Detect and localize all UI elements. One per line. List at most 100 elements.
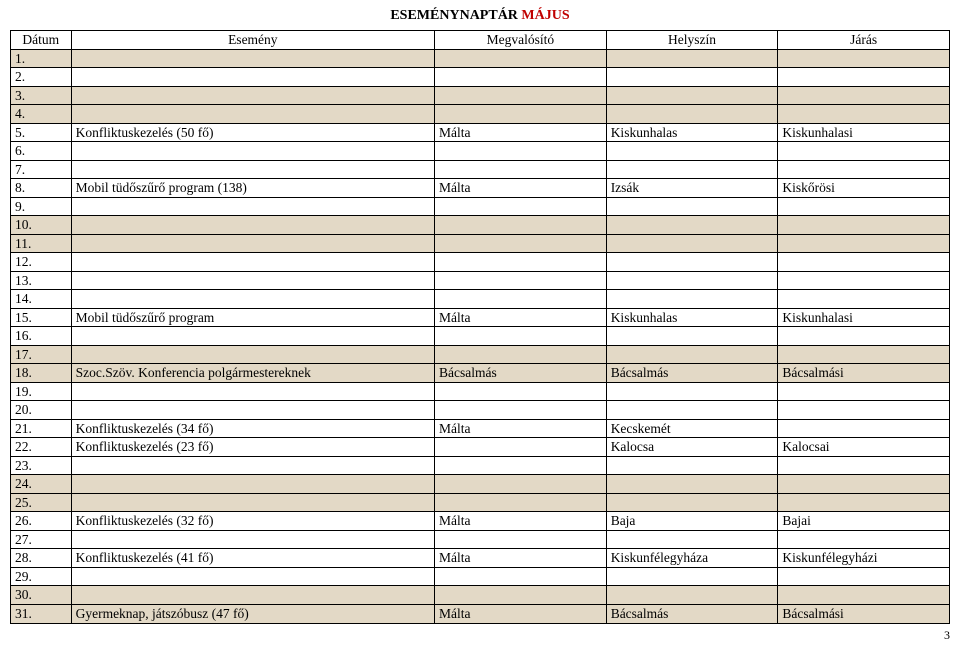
cell-date: 24.	[11, 475, 72, 494]
cell-dist	[778, 253, 950, 272]
cell-dist	[778, 456, 950, 475]
cell-dist	[778, 382, 950, 401]
table-row: 17.	[11, 345, 950, 364]
cell-date: 27.	[11, 530, 72, 549]
cell-dist: Bajai	[778, 512, 950, 531]
cell-impl: Málta	[435, 549, 607, 568]
page-number: 3	[10, 624, 950, 643]
cell-dist	[778, 475, 950, 494]
cell-impl	[435, 438, 607, 457]
cell-event: Konfliktuskezelés (41 fő)	[71, 549, 434, 568]
col-date: Dátum	[11, 31, 72, 50]
calendar-table: Dátum Esemény Megvalósító Helyszín Járás…	[10, 30, 950, 624]
cell-date: 18.	[11, 364, 72, 383]
table-row: 6.	[11, 142, 950, 161]
col-dist: Járás	[778, 31, 950, 50]
cell-dist	[778, 401, 950, 420]
cell-loc	[606, 382, 778, 401]
table-row: 21.Konfliktuskezelés (34 fő)MáltaKecskem…	[11, 419, 950, 438]
cell-loc	[606, 586, 778, 605]
cell-impl	[435, 68, 607, 87]
cell-date: 3.	[11, 86, 72, 105]
cell-date: 23.	[11, 456, 72, 475]
cell-loc	[606, 290, 778, 309]
cell-impl: Bácsalmás	[435, 364, 607, 383]
cell-loc	[606, 493, 778, 512]
cell-impl	[435, 105, 607, 124]
cell-impl	[435, 327, 607, 346]
cell-event	[71, 327, 434, 346]
cell-dist	[778, 345, 950, 364]
table-row: 22.Konfliktuskezelés (23 fő)KalocsaKaloc…	[11, 438, 950, 457]
cell-dist	[778, 86, 950, 105]
table-row: 20.	[11, 401, 950, 420]
cell-dist: Kiskunhalasi	[778, 308, 950, 327]
cell-event	[71, 567, 434, 586]
cell-date: 6.	[11, 142, 72, 161]
cell-event: Konfliktuskezelés (34 fő)	[71, 419, 434, 438]
cell-event: Gyermeknap, játszóbusz (47 fő)	[71, 604, 434, 623]
cell-dist: Kiskőrösi	[778, 179, 950, 198]
cell-dist: Kiskunfélegyházi	[778, 549, 950, 568]
cell-dist	[778, 271, 950, 290]
table-row: 2.	[11, 68, 950, 87]
cell-loc: Bácsalmás	[606, 364, 778, 383]
cell-loc	[606, 271, 778, 290]
table-row: 18.Szoc.Szöv. Konferencia polgármesterek…	[11, 364, 950, 383]
header-row: Dátum Esemény Megvalósító Helyszín Járás	[11, 31, 950, 50]
cell-date: 5.	[11, 123, 72, 142]
cell-impl	[435, 49, 607, 68]
cell-date: 31.	[11, 604, 72, 623]
cell-loc: Kiskunfélegyháza	[606, 549, 778, 568]
cell-dist	[778, 493, 950, 512]
col-event: Esemény	[71, 31, 434, 50]
cell-event: Mobil tüdőszűrő program	[71, 308, 434, 327]
cell-impl	[435, 197, 607, 216]
cell-impl	[435, 382, 607, 401]
cell-impl	[435, 86, 607, 105]
cell-impl	[435, 160, 607, 179]
cell-impl	[435, 234, 607, 253]
cell-dist	[778, 142, 950, 161]
cell-date: 21.	[11, 419, 72, 438]
cell-event	[71, 401, 434, 420]
table-row: 28.Konfliktuskezelés (41 fő)MáltaKiskunf…	[11, 549, 950, 568]
table-row: 9.	[11, 197, 950, 216]
cell-impl	[435, 290, 607, 309]
table-row: 19.	[11, 382, 950, 401]
cell-loc	[606, 234, 778, 253]
cell-event	[71, 49, 434, 68]
cell-impl: Málta	[435, 419, 607, 438]
cell-impl: Málta	[435, 308, 607, 327]
table-row: 11.	[11, 234, 950, 253]
table-row: 16.	[11, 327, 950, 346]
cell-dist	[778, 49, 950, 68]
cell-date: 8.	[11, 179, 72, 198]
table-row: 8.Mobil tüdőszűrő program (138)MáltaIzsá…	[11, 179, 950, 198]
title-part2: MÁJUS	[521, 8, 569, 23]
cell-dist	[778, 327, 950, 346]
cell-loc	[606, 160, 778, 179]
cell-date: 10.	[11, 216, 72, 235]
cell-loc: Kiskunhalas	[606, 123, 778, 142]
cell-dist	[778, 290, 950, 309]
cell-impl: Málta	[435, 512, 607, 531]
cell-date: 22.	[11, 438, 72, 457]
cell-impl	[435, 401, 607, 420]
cell-date: 11.	[11, 234, 72, 253]
cell-impl: Málta	[435, 604, 607, 623]
cell-event	[71, 290, 434, 309]
table-row: 10.	[11, 216, 950, 235]
cell-loc	[606, 253, 778, 272]
cell-loc	[606, 475, 778, 494]
cell-dist: Kalocsai	[778, 438, 950, 457]
cell-loc	[606, 345, 778, 364]
cell-impl	[435, 345, 607, 364]
cell-impl	[435, 253, 607, 272]
table-row: 3.	[11, 86, 950, 105]
cell-impl	[435, 475, 607, 494]
cell-date: 29.	[11, 567, 72, 586]
table-row: 14.	[11, 290, 950, 309]
cell-date: 19.	[11, 382, 72, 401]
cell-loc	[606, 49, 778, 68]
